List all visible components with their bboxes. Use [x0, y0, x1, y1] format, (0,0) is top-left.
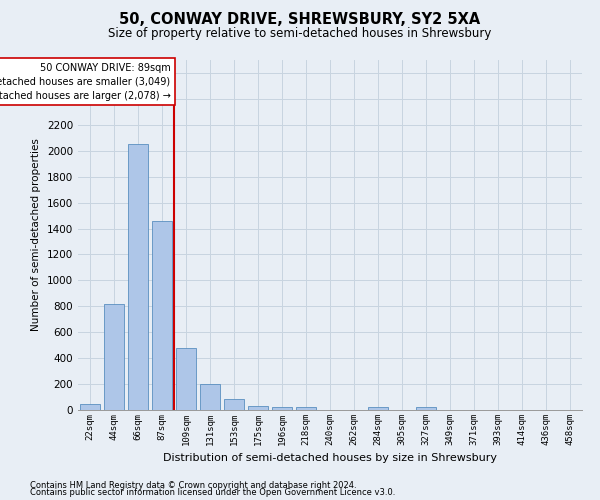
Bar	[248, 406, 268, 410]
Bar	[224, 399, 244, 410]
X-axis label: Distribution of semi-detached houses by size in Shrewsbury: Distribution of semi-detached houses by …	[163, 454, 497, 464]
Bar	[104, 304, 124, 410]
Bar	[296, 408, 316, 410]
Bar	[128, 144, 148, 410]
Text: 50, CONWAY DRIVE, SHREWSBURY, SY2 5XA: 50, CONWAY DRIVE, SHREWSBURY, SY2 5XA	[119, 12, 481, 28]
Bar	[272, 408, 292, 410]
Bar	[80, 404, 100, 410]
Y-axis label: Number of semi-detached properties: Number of semi-detached properties	[31, 138, 41, 332]
Bar	[152, 220, 172, 410]
Bar	[176, 348, 196, 410]
Bar	[416, 408, 436, 410]
Text: Contains HM Land Registry data © Crown copyright and database right 2024.: Contains HM Land Registry data © Crown c…	[30, 480, 356, 490]
Bar	[368, 407, 388, 410]
Text: Contains public sector information licensed under the Open Government Licence v3: Contains public sector information licen…	[30, 488, 395, 497]
Text: 50 CONWAY DRIVE: 89sqm
← 59% of semi-detached houses are smaller (3,049)
40% of : 50 CONWAY DRIVE: 89sqm ← 59% of semi-det…	[0, 62, 170, 100]
Bar	[200, 384, 220, 410]
Text: Size of property relative to semi-detached houses in Shrewsbury: Size of property relative to semi-detach…	[109, 28, 491, 40]
